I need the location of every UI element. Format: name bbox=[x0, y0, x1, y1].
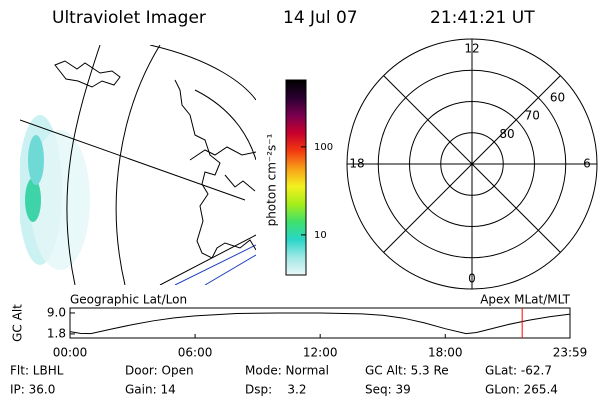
latitude-label: 70 bbox=[525, 109, 540, 123]
latitude-label: 80 bbox=[499, 127, 514, 141]
date: 14 Jul 07 bbox=[283, 8, 358, 28]
x-tick-label: 00:00 bbox=[53, 346, 88, 360]
mlt-label: 18 bbox=[349, 157, 364, 171]
altitude-line bbox=[69, 312, 571, 335]
y-tick-label: 1.8 bbox=[47, 326, 66, 340]
map-image bbox=[20, 45, 256, 285]
status-field: Seq: 39 bbox=[365, 383, 411, 397]
colorbar-frame bbox=[285, 79, 307, 276]
spoke bbox=[383, 75, 561, 253]
y-tick-label: 100 bbox=[314, 142, 333, 153]
status-field: Mode: Normal bbox=[245, 364, 329, 378]
x-tick-label: 06:00 bbox=[178, 346, 213, 360]
y-axis-label: GC Alt bbox=[11, 304, 25, 342]
mlt-label: 0 bbox=[468, 272, 476, 286]
status-field: GLon: 265.4 bbox=[485, 383, 558, 397]
time: 21:41:21 UT bbox=[430, 8, 535, 28]
latitude-label: 60 bbox=[550, 90, 565, 104]
mlt-label: 6 bbox=[583, 157, 591, 171]
panel-title: Geographic Lat/Lon bbox=[70, 293, 187, 307]
y-tick-label: 9.0 bbox=[47, 305, 66, 319]
latitude-circle bbox=[440, 132, 504, 196]
colorbar bbox=[286, 80, 306, 275]
x-tick-label: 23:59 bbox=[553, 346, 588, 360]
status-field: IP: 36.0 bbox=[10, 383, 55, 397]
status-field: Dsp: 3.2 bbox=[245, 383, 307, 397]
status-field: Gain: 14 bbox=[125, 383, 176, 397]
status-field: Flt: LBHL bbox=[10, 364, 64, 378]
x-tick-label: 12:00 bbox=[303, 346, 338, 360]
status-field: Door: Open bbox=[125, 364, 194, 378]
mlt-label: 12 bbox=[464, 42, 479, 56]
title: Ultraviolet Imager bbox=[52, 8, 206, 28]
outer-circle bbox=[346, 38, 598, 290]
status-field: GLat: -62.7 bbox=[485, 364, 552, 378]
y-tick-label: 10 bbox=[314, 230, 327, 241]
panel-title: Apex MLat/MLT bbox=[480, 293, 570, 307]
status-field: GC Alt: 5.3 Re bbox=[365, 364, 449, 378]
latitude-circle bbox=[377, 69, 567, 259]
latitude-circle bbox=[409, 101, 535, 227]
x-tick-label: 18:00 bbox=[428, 346, 463, 360]
colorbar-label: photon cm⁻²s⁻¹ bbox=[265, 133, 279, 226]
